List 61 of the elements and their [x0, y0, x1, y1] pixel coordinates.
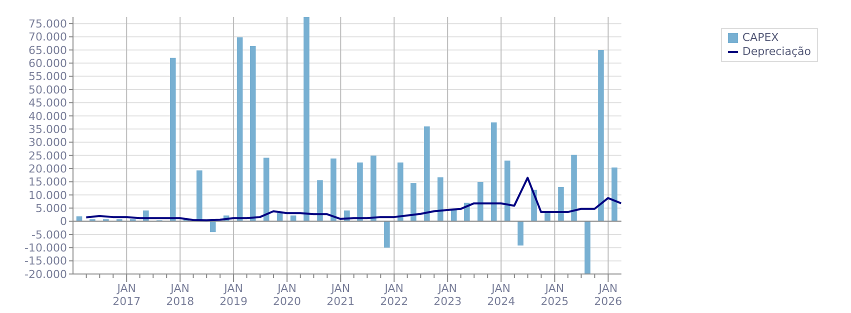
y-tick-label: 70.000	[28, 30, 67, 44]
bar	[330, 158, 336, 222]
y-tick-label: 60.000	[28, 57, 67, 70]
y-tick-label: -10.000	[24, 242, 67, 255]
x-tick-label: JAN 2022	[380, 282, 408, 308]
bar	[250, 46, 256, 222]
bar	[304, 17, 310, 222]
y-tick-label: 50.000	[28, 83, 67, 96]
x-tick-label: JAN 2017	[112, 282, 141, 308]
bar	[370, 156, 376, 222]
bar	[263, 158, 270, 222]
bar	[504, 160, 510, 222]
y-tick-label: 30.000	[28, 136, 67, 150]
legend-label: CAPEX	[742, 31, 779, 45]
bar	[317, 180, 323, 222]
y-tick-label: -20.000	[24, 268, 67, 281]
x-tick-label: JAN 2019	[220, 282, 248, 308]
bar	[384, 221, 390, 248]
bar	[450, 209, 457, 222]
y-tick-label: 55.000	[28, 70, 67, 84]
bar	[196, 170, 202, 222]
y-tick-label: 5.000	[36, 202, 67, 216]
bar	[490, 122, 497, 222]
y-tick-label: 35.000	[28, 122, 67, 136]
bar	[584, 221, 590, 274]
x-tick-label: JAN 2026	[594, 282, 622, 308]
y-tick-label: -5.000	[32, 228, 67, 242]
x-tick-label: JAN 2024	[487, 282, 516, 308]
x-tick-label: JAN 2020	[273, 282, 302, 308]
bar	[438, 177, 444, 222]
y-tick-label: 0	[60, 215, 67, 228]
bar	[518, 221, 524, 246]
y-tick-label: 75.000	[28, 17, 67, 30]
legend-label: Depreciação	[742, 45, 811, 59]
bar	[290, 215, 296, 222]
bar	[410, 183, 416, 222]
y-tick-label: 45.000	[28, 96, 67, 110]
x-tick-label: JAN 2018	[166, 282, 194, 308]
y-tick-label: 10.000	[28, 188, 67, 202]
x-tick-label: JAN 2023	[434, 282, 462, 308]
x-tick-label: JAN 2021	[326, 282, 355, 308]
bar	[170, 58, 176, 222]
y-tick-label: 40.000	[28, 110, 67, 123]
y-tick-label: 25.000	[28, 149, 67, 162]
line-series	[85, 176, 622, 222]
bar	[424, 126, 430, 222]
bar	[357, 162, 363, 222]
bar	[612, 168, 618, 222]
bar	[398, 162, 404, 222]
bar	[544, 212, 550, 222]
bar	[236, 37, 243, 222]
bar	[477, 182, 484, 222]
y-tick-label: 65.000	[28, 44, 67, 57]
x-tick-label: JAN 2025	[540, 282, 569, 308]
bar	[571, 154, 577, 222]
bar	[210, 221, 216, 232]
bar	[558, 187, 564, 222]
y-tick-label: 20.000	[28, 162, 67, 176]
y-tick-label: 15.000	[28, 176, 67, 189]
bar	[598, 50, 604, 222]
y-tick-label: -15.000	[24, 254, 67, 268]
